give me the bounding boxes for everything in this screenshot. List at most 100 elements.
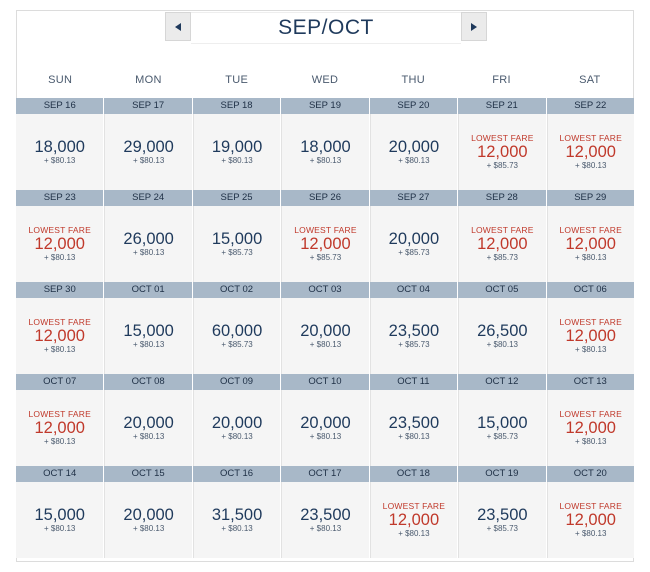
fare-cell-body: 23,500 + $85.73 <box>369 298 457 374</box>
fare-day-cell[interactable]: OCT 05 26,500 + $80.13 <box>458 282 547 374</box>
fare-day-cell[interactable]: SEP 25 15,000 + $85.73 <box>192 190 282 282</box>
fare-day-cell[interactable]: SEP 28 LOWEST FARE 12,000 + $85.73 <box>458 190 547 282</box>
fare-tax: + $85.73 <box>486 432 518 441</box>
fare-miles: 12,000 <box>300 235 351 253</box>
fare-tax: + $80.13 <box>44 253 76 262</box>
fare-miles: 31,500 <box>211 506 263 524</box>
fare-miles: 12,000 <box>565 419 616 437</box>
fare-day-cell[interactable]: SEP 22 LOWEST FARE 12,000 + $80.13 <box>546 98 634 190</box>
month-title: SEP/OCT <box>191 12 461 44</box>
fare-cell-body: LOWEST FARE 12,000 + $85.73 <box>458 114 545 190</box>
fare-tax: + $80.13 <box>309 524 342 533</box>
fare-day-cell[interactable]: OCT 03 20,000 + $80.13 <box>281 282 370 374</box>
fare-tax: + $80.13 <box>132 432 165 441</box>
fare-date-label: OCT 08 <box>104 374 192 390</box>
fare-tax: + $80.13 <box>132 248 165 257</box>
fare-tax: + $85.73 <box>398 340 430 349</box>
fare-miles: 12,000 <box>388 511 440 529</box>
fare-day-cell[interactable]: OCT 04 23,500 + $85.73 <box>369 282 459 374</box>
fare-day-cell[interactable]: OCT 01 15,000 + $80.13 <box>104 282 193 374</box>
fare-day-cell[interactable]: OCT 06 LOWEST FARE 12,000 + $80.13 <box>546 282 634 374</box>
fare-date-label: SEP 25 <box>192 190 281 206</box>
fare-day-cell[interactable]: SEP 19 18,000 + $80.13 <box>281 98 370 190</box>
fare-day-cell[interactable]: OCT 16 31,500 + $80.13 <box>192 466 282 558</box>
fare-day-cell[interactable]: OCT 08 20,000 + $80.13 <box>104 374 193 466</box>
fare-day-cell[interactable]: OCT 18 LOWEST FARE 12,000 + $80.13 <box>369 466 459 558</box>
fare-miles: 26,500 <box>477 322 528 340</box>
fare-day-cell[interactable]: OCT 13 LOWEST FARE 12,000 + $80.13 <box>546 374 634 466</box>
fare-date-label: OCT 06 <box>546 282 634 298</box>
fare-day-cell[interactable]: OCT 19 23,500 + $85.73 <box>458 466 547 558</box>
fare-day-cell[interactable]: OCT 20 LOWEST FARE 12,000 + $80.13 <box>546 466 634 558</box>
fare-date-label: OCT 04 <box>369 282 458 298</box>
fare-day-cell[interactable]: SEP 29 LOWEST FARE 12,000 + $80.13 <box>546 190 634 282</box>
fare-miles: 23,500 <box>388 322 440 340</box>
fare-date-label: SEP 23 <box>16 190 104 206</box>
fare-day-cell[interactable]: OCT 10 20,000 + $80.13 <box>281 374 370 466</box>
fare-cell-body: 23,500 + $80.13 <box>369 390 457 466</box>
fare-tax: + $80.13 <box>575 529 607 538</box>
fare-miles: 12,000 <box>565 143 616 161</box>
fare-miles: 15,000 <box>123 322 174 340</box>
fare-day-cell[interactable]: OCT 17 23,500 + $80.13 <box>281 466 370 558</box>
fare-cell-body: LOWEST FARE 12,000 + $80.13 <box>546 298 634 374</box>
fare-cell-body: LOWEST FARE 12,000 + $85.73 <box>281 206 368 282</box>
calendar-week-row: SEP 30 LOWEST FARE 12,000 + $80.13 OCT 01 15,… <box>16 282 634 374</box>
fare-cell-body: 60,000 + $85.73 <box>192 298 280 374</box>
dow-tue: TUE <box>225 74 249 86</box>
lowest-fare-badge: LOWEST FARE <box>28 225 91 235</box>
fare-miles: 18,000 <box>300 138 351 156</box>
fare-cell-body: 26,500 + $80.13 <box>458 298 545 374</box>
fare-day-cell[interactable]: SEP 17 29,000 + $80.13 <box>104 98 193 190</box>
fare-day-cell[interactable]: OCT 09 20,000 + $80.13 <box>192 374 282 466</box>
previous-month-button[interactable] <box>165 12 191 41</box>
fare-day-cell[interactable]: OCT 14 15,000 + $80.13 <box>16 466 105 558</box>
fare-cell-body: 15,000 + $85.73 <box>458 390 545 466</box>
fare-date-label: SEP 29 <box>546 190 634 206</box>
fare-day-cell[interactable]: OCT 07 LOWEST FARE 12,000 + $80.13 <box>16 374 105 466</box>
fare-day-cell[interactable]: SEP 20 20,000 + $80.13 <box>369 98 459 190</box>
calendar-week-row: OCT 14 15,000 + $80.13 OCT 15 20,000 + $80.13… <box>16 466 634 558</box>
fare-cell-body: LOWEST FARE 12,000 + $80.13 <box>546 114 634 190</box>
fare-miles: 12,000 <box>565 327 616 345</box>
fare-tax: + $80.13 <box>309 432 342 441</box>
fare-tax: + $80.13 <box>221 156 253 165</box>
lowest-fare-badge: LOWEST FARE <box>471 133 534 143</box>
fare-tax: + $80.13 <box>44 524 76 533</box>
fare-day-cell[interactable]: SEP 24 26,000 + $80.13 <box>104 190 193 282</box>
lowest-fare-badge: LOWEST FARE <box>471 225 534 235</box>
fare-day-cell[interactable]: SEP 23 LOWEST FARE 12,000 + $80.13 <box>16 190 105 282</box>
calendar-week-row: OCT 07 LOWEST FARE 12,000 + $80.13 OCT 08 20,… <box>16 374 634 466</box>
fare-cell-body: LOWEST FARE 12,000 + $80.13 <box>546 206 634 282</box>
fare-day-cell[interactable]: SEP 18 19,000 + $80.13 <box>192 98 282 190</box>
fare-tax: + $80.13 <box>575 437 607 446</box>
fare-miles: 20,000 <box>123 506 174 524</box>
lowest-fare-badge: LOWEST FARE <box>294 225 357 235</box>
dow-mon: MON <box>135 74 162 86</box>
fare-day-cell[interactable]: SEP 30 LOWEST FARE 12,000 + $80.13 <box>16 282 105 374</box>
lowest-fare-badge: LOWEST FARE <box>559 317 622 327</box>
fare-day-cell[interactable]: OCT 02 60,000 + $85.73 <box>192 282 282 374</box>
fare-cell-body: 15,000 + $80.13 <box>16 482 103 558</box>
dow-fri: FRI <box>492 74 511 86</box>
fare-tax: + $85.73 <box>486 253 518 262</box>
fare-miles: 23,500 <box>477 506 528 524</box>
fare-date-label: OCT 13 <box>546 374 634 390</box>
fare-tax: + $80.13 <box>575 253 607 262</box>
fare-miles: 20,000 <box>300 322 351 340</box>
fare-day-cell[interactable]: SEP 27 20,000 + $85.73 <box>369 190 459 282</box>
fare-date-label: OCT 07 <box>16 374 104 390</box>
lowest-fare-badge: LOWEST FARE <box>559 501 622 511</box>
fare-day-cell[interactable]: SEP 21 LOWEST FARE 12,000 + $85.73 <box>458 98 547 190</box>
next-month-button[interactable] <box>461 12 487 41</box>
fare-day-cell[interactable]: OCT 11 23,500 + $80.13 <box>369 374 459 466</box>
dow-thu: THU <box>401 74 426 86</box>
fare-day-cell[interactable]: OCT 15 20,000 + $80.13 <box>104 466 193 558</box>
fare-miles: 12,000 <box>565 235 616 253</box>
fare-miles: 20,000 <box>300 414 351 432</box>
fare-cell-body: 29,000 + $80.13 <box>104 114 191 190</box>
fare-day-cell[interactable]: OCT 12 15,000 + $85.73 <box>458 374 547 466</box>
fare-day-cell[interactable]: SEP 26 LOWEST FARE 12,000 + $85.73 <box>281 190 370 282</box>
fare-day-cell[interactable]: SEP 16 18,000 + $80.13 <box>16 98 105 190</box>
fare-miles: 23,500 <box>300 506 351 524</box>
